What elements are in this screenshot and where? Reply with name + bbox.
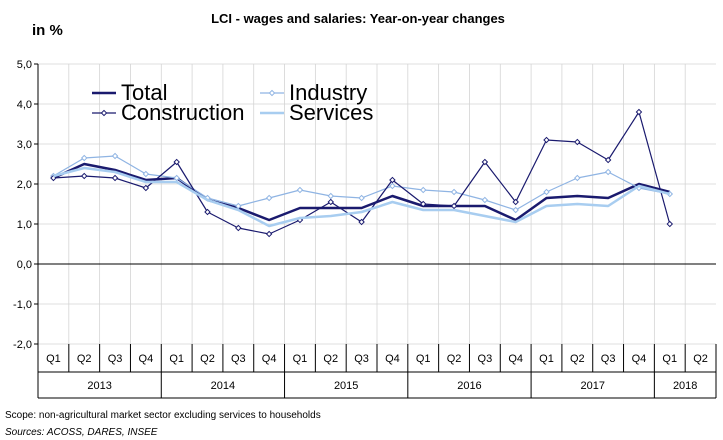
x-tick-label: Q3 (601, 353, 616, 365)
y-tick-label: 1,0 (17, 219, 32, 231)
legend-label: Services (289, 100, 373, 125)
data-point-construction (574, 138, 581, 146)
data-point-industry (111, 152, 119, 160)
x-tick-label: Q1 (169, 353, 184, 365)
data-point-industry (389, 182, 396, 190)
data-point-construction (635, 108, 643, 116)
data-point-construction (204, 208, 211, 216)
data-point-construction (358, 218, 365, 226)
x-tick-label: Q4 (262, 353, 277, 365)
data-point-industry (604, 168, 612, 176)
x-tick-label: Q4 (385, 353, 400, 365)
legend-label: Industry (289, 80, 367, 105)
x-year-label: 2016 (457, 380, 481, 392)
x-year-label: 2018 (673, 380, 697, 392)
data-point-construction (543, 136, 550, 144)
y-tick-label: -2,0 (13, 339, 32, 351)
data-point-industry (543, 188, 550, 196)
legend-marker (100, 109, 108, 117)
data-point-industry (80, 154, 88, 162)
data-point-industry (512, 206, 519, 214)
x-tick-label: Q1 (46, 353, 61, 365)
legend-item-construction: Construction (92, 100, 245, 125)
sources-note: Sources: ACOSS, DARES, INSEE (5, 427, 158, 438)
x-tick-label: Q2 (200, 353, 215, 365)
x-tick-label: Q3 (231, 353, 246, 365)
y-axis-unit-label: in % (32, 22, 63, 39)
x-tick-label: Q1 (539, 353, 554, 365)
legend-item-total: Total (92, 80, 167, 105)
x-tick-label: Q4 (508, 353, 523, 365)
data-point-industry (450, 188, 458, 196)
x-tick-label: Q3 (108, 353, 123, 365)
data-point-construction (389, 176, 396, 184)
data-point-industry (235, 202, 242, 210)
x-tick-label: Q4 (632, 353, 647, 365)
data-point-industry (574, 174, 581, 182)
y-tick-label: -1,0 (13, 299, 32, 311)
plot-area: -2,0 -1,0 0,0 1,0 2,0 3,0 4,0 5,0 Q1 Q2 Q3 Q4 Q1 Q2 Q3… (13, 59, 717, 399)
x-tick-label: Q3 (478, 353, 493, 365)
x-tick-label: Q2 (693, 353, 708, 365)
data-point-construction (666, 220, 674, 228)
x-tick-label: Q2 (77, 353, 92, 365)
legend-label: Construction (121, 100, 245, 125)
x-tick-label: Q2 (447, 353, 462, 365)
y-tick-label: 5,0 (17, 59, 32, 71)
x-tick-label: Q1 (662, 353, 677, 365)
legend: Total Industry Construction Services (92, 80, 373, 125)
y-tick-label: 0,0 (17, 259, 32, 271)
x-tick-label: Q2 (323, 353, 338, 365)
data-point-industry (173, 174, 180, 182)
data-point-construction (327, 198, 335, 206)
legend-item-services: Services (260, 100, 373, 125)
x-year-label: 2017 (580, 380, 604, 392)
data-point-construction (419, 200, 427, 208)
x-tick-label: Q1 (416, 353, 431, 365)
data-point-industry (296, 186, 304, 194)
data-point-construction (235, 224, 242, 232)
y-tick-label: 2,0 (17, 179, 32, 191)
legend-marker (268, 89, 276, 97)
data-point-industry (265, 194, 273, 202)
y-tick-label: 3,0 (17, 139, 32, 151)
data-point-construction (481, 158, 489, 166)
x-tick-label: Q3 (354, 353, 369, 365)
data-point-construction (80, 172, 88, 180)
y-tick-label: 4,0 (17, 99, 32, 111)
scope-note: Scope: non-agricultural market sector ex… (5, 410, 321, 421)
x-tick-label: Q1 (293, 353, 308, 365)
x-tick-label: Q4 (139, 353, 154, 365)
data-point-industry (327, 192, 335, 200)
data-point-industry (481, 196, 489, 204)
data-point-construction (265, 230, 273, 238)
legend-item-industry: Industry (260, 80, 367, 105)
legend-label: Total (121, 80, 167, 105)
data-point-industry (419, 186, 427, 194)
data-point-industry (358, 194, 365, 202)
x-year-label: 2014 (211, 380, 235, 392)
data-point-construction (173, 158, 180, 166)
data-point-industry (142, 170, 150, 178)
data-point-construction (604, 156, 612, 164)
data-point-construction (512, 198, 519, 206)
data-point-construction (142, 184, 150, 192)
x-tick-label: Q2 (570, 353, 585, 365)
x-year-label: 2015 (334, 380, 358, 392)
x-year-label: 2013 (87, 380, 111, 392)
chart-title: LCI - wages and salaries: Year-on-year c… (211, 11, 505, 26)
data-point-construction (111, 174, 119, 182)
data-point-construction (450, 202, 458, 210)
series-line-services (53, 166, 671, 228)
